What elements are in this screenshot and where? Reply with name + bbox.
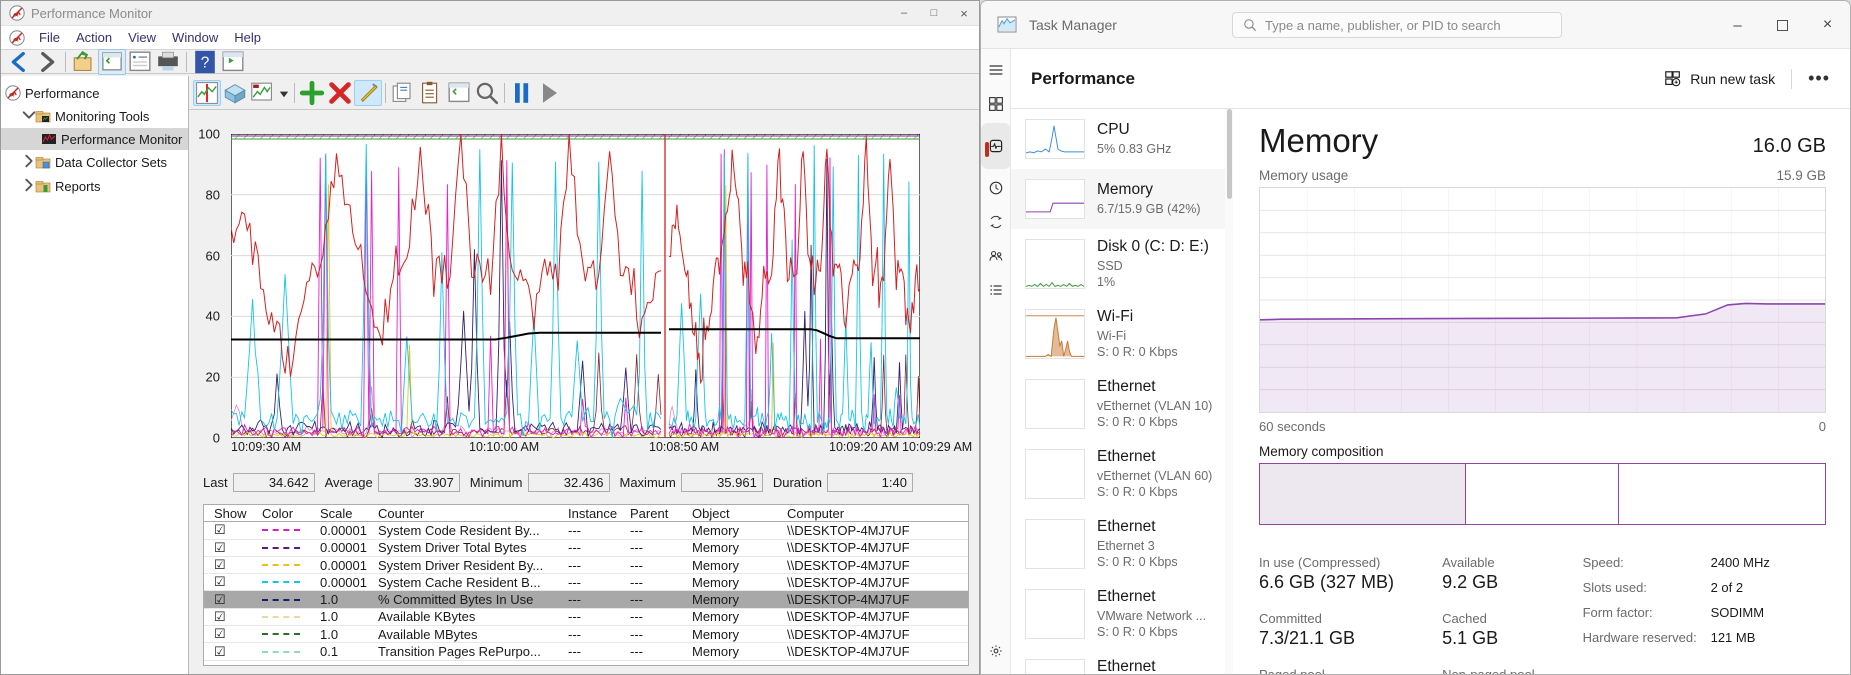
- svg-text:?: ?: [201, 54, 210, 71]
